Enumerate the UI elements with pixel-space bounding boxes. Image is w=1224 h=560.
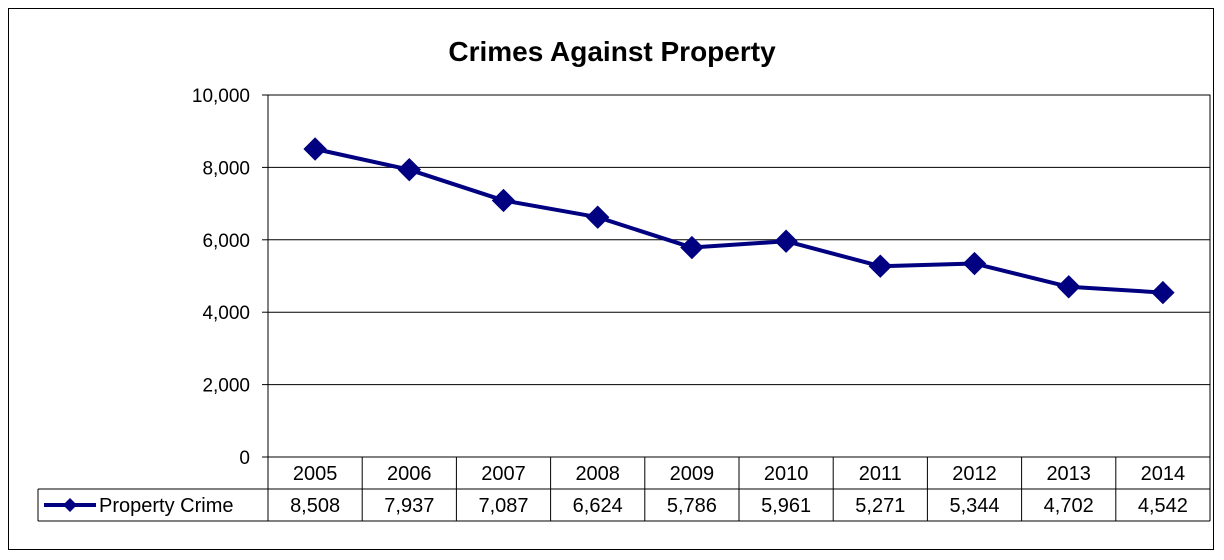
x-category-label: 2010 (764, 463, 809, 485)
x-category-label: 2009 (670, 463, 715, 485)
data-point (868, 254, 893, 278)
data-point (1151, 280, 1175, 305)
data-value-label: 4,702 (1044, 495, 1094, 517)
data-point (303, 137, 327, 161)
chart-title: Crimes Against Property (448, 36, 776, 67)
data-value-label: 7,937 (384, 495, 434, 517)
x-category-label: 2005 (293, 463, 338, 485)
x-category-label: 2013 (1046, 463, 1091, 485)
data-value-label: 5,961 (761, 495, 811, 517)
legend-label: Property Crime (99, 495, 233, 517)
y-tick-label: 2,000 (202, 376, 250, 397)
y-tick-label: 0 (239, 448, 250, 469)
y-tick-label: 6,000 (202, 231, 250, 252)
data-value-label: 6,624 (573, 495, 623, 517)
x-category-label: 2014 (1141, 463, 1186, 485)
data-point (774, 229, 798, 253)
y-tick-label: 4,000 (202, 303, 250, 324)
data-point (397, 157, 422, 182)
data-value-label: 8,508 (290, 495, 340, 517)
data-point (680, 235, 704, 260)
data-point (1056, 275, 1081, 299)
series-line (314, 147, 1164, 295)
data-value-label: 5,344 (949, 495, 999, 517)
x-category-label: 2011 (859, 463, 902, 485)
data-value-label: 4,542 (1138, 495, 1188, 517)
x-category-label: 2008 (575, 463, 620, 485)
data-value-label: 5,786 (667, 495, 717, 517)
x-category-label: 2006 (387, 463, 432, 485)
legend-marker (63, 498, 77, 512)
data-point (491, 188, 516, 213)
y-tick-label: 10,000 (192, 86, 250, 107)
data-point (585, 205, 610, 229)
chart-frame (8, 8, 1214, 550)
x-category-label: 2007 (481, 463, 526, 485)
data-point (962, 251, 987, 276)
data-value-label: 5,271 (855, 495, 905, 517)
x-category-label: 2012 (952, 463, 997, 485)
y-tick-label: 8,000 (202, 158, 250, 179)
data-value-label: 7,087 (478, 495, 528, 517)
